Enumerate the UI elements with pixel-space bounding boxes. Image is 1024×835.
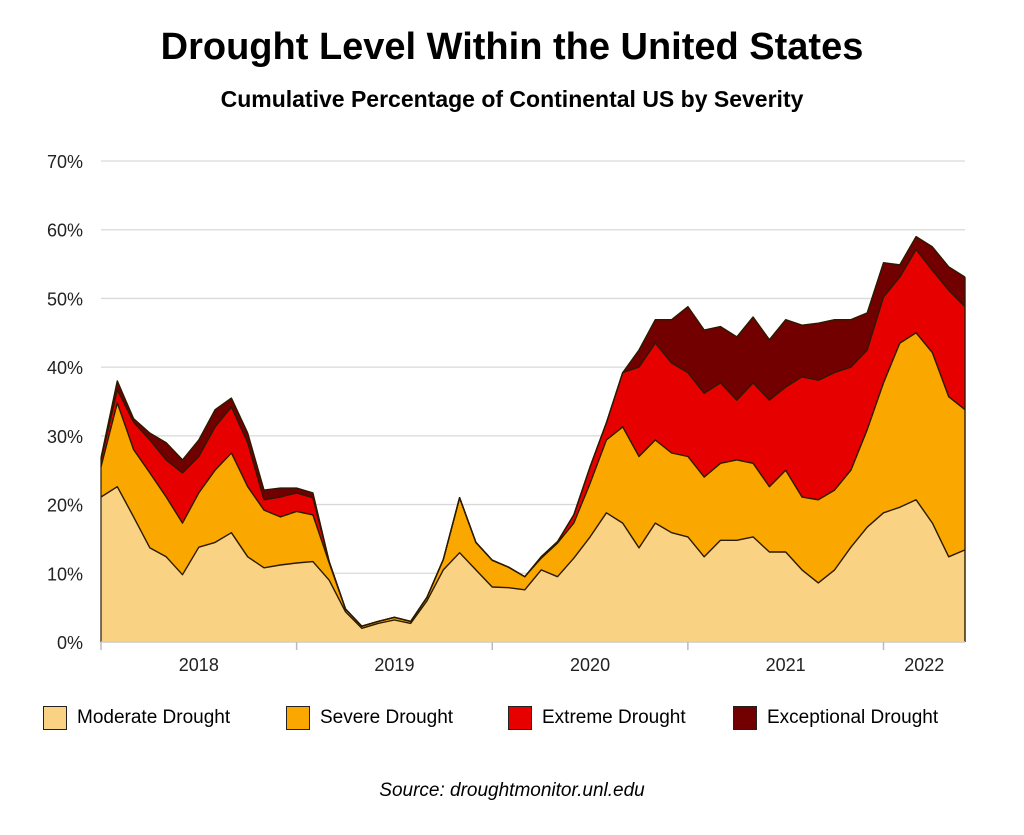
x-tick-label: 2018	[179, 655, 219, 675]
chart-subtitle: Cumulative Percentage of Continental US …	[220, 86, 804, 112]
area-layers	[100, 235, 966, 642]
area-moderate-drought	[101, 486, 965, 642]
y-tick-label: 40%	[47, 358, 83, 378]
legend-item-moderate: Moderate Drought	[43, 706, 230, 730]
legend-label: Exceptional Drought	[767, 707, 939, 728]
series-outline	[100, 486, 966, 629]
area-extreme-drought	[101, 249, 965, 627]
legend-label: Extreme Drought	[542, 707, 686, 728]
legend-swatch-exceptional	[733, 706, 757, 730]
x-tick-label: 2021	[766, 655, 806, 675]
legend-swatch-extreme	[508, 706, 532, 730]
chart-title: Drought Level Within the United States	[160, 26, 864, 68]
x-tick-label: 2022	[904, 655, 944, 675]
legend-item-severe: Severe Drought	[286, 706, 453, 730]
source-note: Source: droughtmonitor.unl.edu	[379, 780, 645, 801]
y-tick-label: 70%	[47, 152, 83, 172]
legend-item-extreme: Extreme Drought	[508, 706, 686, 730]
axes: 0% 10% 20% 30% 40% 50% 60% 70% 2018 2019 2020 2021 2…	[47, 152, 965, 675]
x-tick-label: 2020	[570, 655, 610, 675]
legend-label: Moderate Drought	[77, 707, 231, 728]
y-tick-label: 20%	[47, 496, 83, 516]
y-tick-label: 50%	[47, 289, 83, 309]
area-severe-drought	[101, 332, 965, 629]
legend-label: Severe Drought	[320, 707, 454, 728]
series-outline	[100, 235, 966, 627]
y-tick-label: 10%	[47, 564, 83, 584]
y-tick-label: 0%	[57, 633, 83, 653]
legend-item-exceptional: Exceptional Drought	[733, 706, 938, 730]
y-tick-label: 30%	[47, 427, 83, 447]
area-exceptional-drought	[101, 236, 965, 627]
stacked-area-chart: 0% 10% 20% 30% 40% 50% 60% 70% 2018 2019 2020 2021 2…	[47, 152, 966, 675]
legend-swatch-moderate	[43, 706, 67, 730]
y-tick-label: 60%	[47, 221, 83, 241]
legend: Moderate Drought Severe Drought Extreme …	[0, 706, 1024, 734]
x-tick-label: 2019	[374, 655, 414, 675]
legend-swatch-severe	[286, 706, 310, 730]
